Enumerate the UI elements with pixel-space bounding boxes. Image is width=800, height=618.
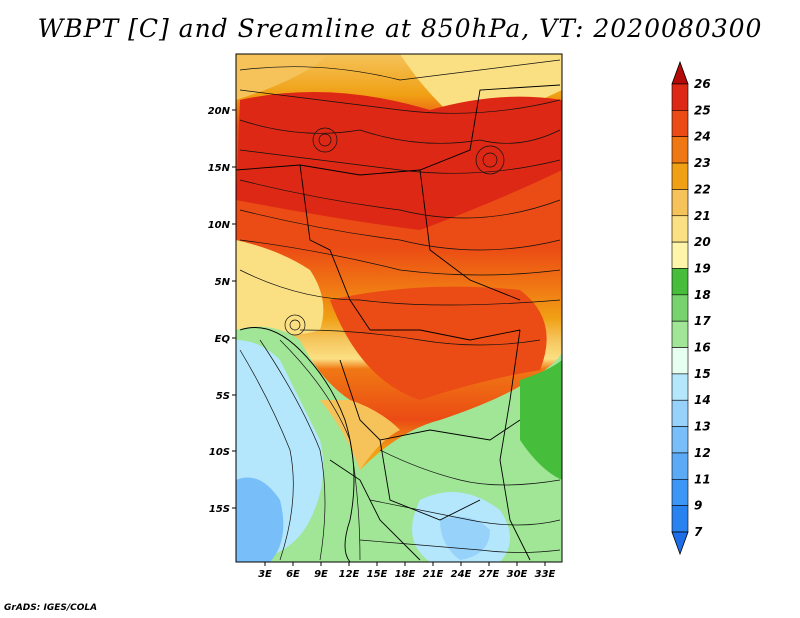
field-south-tongue bbox=[320, 400, 400, 470]
colorbar-label: 9 bbox=[694, 499, 702, 513]
field-cool-southwest bbox=[236, 477, 284, 562]
lat-tick-label: 5S bbox=[216, 391, 230, 402]
field-hot-core bbox=[236, 92, 562, 230]
colorbar-label: 24 bbox=[694, 130, 711, 144]
streamlines bbox=[239, 59, 561, 561]
field-hot-east bbox=[330, 286, 547, 400]
lat-tick-label: 10S bbox=[209, 447, 230, 458]
colorbar-top-arrow bbox=[671, 60, 689, 85]
colorbar-label: 12 bbox=[694, 446, 711, 460]
colorbar-bin bbox=[671, 189, 689, 217]
lat-tick-label: EQ bbox=[215, 334, 231, 345]
colorbar-bin bbox=[671, 399, 689, 427]
colorbar-label: 25 bbox=[694, 103, 711, 117]
colorbar-bin bbox=[671, 268, 689, 296]
lon-tick-label: 9E bbox=[314, 569, 328, 580]
colorbar-label: 17 bbox=[694, 314, 711, 328]
field-west-yellow bbox=[236, 240, 324, 335]
colorbar-label: 26 bbox=[694, 77, 711, 91]
lon-axis: 3E 6E 9E 12E 15E 18E 21E 24E 27E 30E 33E bbox=[258, 562, 556, 580]
colorbar-label: 11 bbox=[694, 472, 711, 486]
colorbar-bin bbox=[671, 241, 689, 269]
lon-tick-label: 30E bbox=[507, 569, 528, 580]
field-green-east bbox=[520, 360, 562, 480]
lon-tick-label: 27E bbox=[479, 569, 500, 580]
colorbar-label: 19 bbox=[694, 261, 711, 275]
lat-tick-label: 5N bbox=[215, 277, 231, 288]
colorbar-bin bbox=[671, 347, 689, 375]
lon-tick-label: 21E bbox=[423, 569, 444, 580]
colorbar: 26 25 24 23 22 21 20 19 18 17 16 15 14 13 12 11 9 7 bbox=[671, 60, 711, 556]
colorbar-bin bbox=[671, 162, 689, 190]
colorbar-bin bbox=[671, 294, 689, 322]
colorbar-bin bbox=[671, 320, 689, 348]
field-nw-yellow bbox=[236, 54, 330, 100]
map-title: WBPT [C] and Sreamline at 850hPa, VT: 20… bbox=[37, 14, 763, 43]
colorbar-bottom-arrow bbox=[671, 531, 689, 556]
lat-axis: 20N 15N 10N 5N EQ 5S 10S 15S bbox=[208, 106, 236, 515]
colorbar-bin bbox=[671, 426, 689, 454]
colorbar-bin bbox=[671, 505, 689, 533]
colorbar-label: 14 bbox=[694, 393, 711, 407]
colorbar-label: 21 bbox=[694, 209, 711, 223]
colorbar-bin bbox=[671, 452, 689, 480]
lon-tick-label: 15E bbox=[367, 569, 388, 580]
colorbar-label: 20 bbox=[694, 235, 711, 249]
field-ne-yellow bbox=[400, 54, 562, 130]
colorbar-label: 22 bbox=[694, 182, 711, 196]
colorbar-bin bbox=[671, 215, 689, 243]
colorbar-label: 7 bbox=[694, 525, 703, 539]
lon-tick-label: 18E bbox=[395, 569, 416, 580]
lon-tick-label: 3E bbox=[258, 569, 272, 580]
lat-tick-label: 15N bbox=[208, 163, 231, 174]
map-frame bbox=[235, 53, 563, 563]
lon-tick-label: 12E bbox=[339, 569, 360, 580]
colorbar-bin bbox=[671, 373, 689, 401]
lon-tick-label: 6E bbox=[286, 569, 300, 580]
colorbar-label: 16 bbox=[694, 341, 711, 355]
lat-tick-label: 20N bbox=[208, 106, 231, 117]
colorbar-bin bbox=[671, 110, 689, 138]
colorbar-bin bbox=[671, 83, 689, 111]
lon-tick-label: 24E bbox=[451, 569, 472, 580]
colorbar-label: 23 bbox=[694, 156, 711, 170]
country-borders bbox=[236, 84, 561, 562]
lon-tick-label: 33E bbox=[535, 569, 556, 580]
wbpt-field bbox=[236, 54, 562, 562]
field-cool-core bbox=[440, 516, 490, 560]
colorbar-label: 13 bbox=[694, 420, 711, 434]
colorbar-bin bbox=[671, 478, 689, 506]
colorbar-label: 15 bbox=[694, 367, 711, 381]
credit-label: GrADS: IGES/COLA bbox=[4, 603, 98, 613]
colorbar-bin bbox=[671, 136, 689, 164]
lat-tick-label: 15S bbox=[209, 504, 230, 515]
colorbar-label: 18 bbox=[694, 288, 711, 302]
lat-tick-label: 10N bbox=[208, 220, 231, 231]
